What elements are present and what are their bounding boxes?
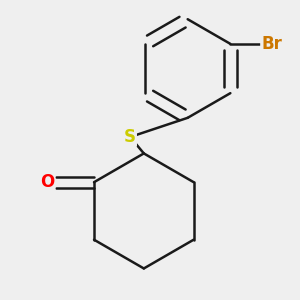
Text: S: S (124, 128, 136, 146)
Text: O: O (40, 173, 55, 191)
Text: Br: Br (261, 35, 282, 53)
